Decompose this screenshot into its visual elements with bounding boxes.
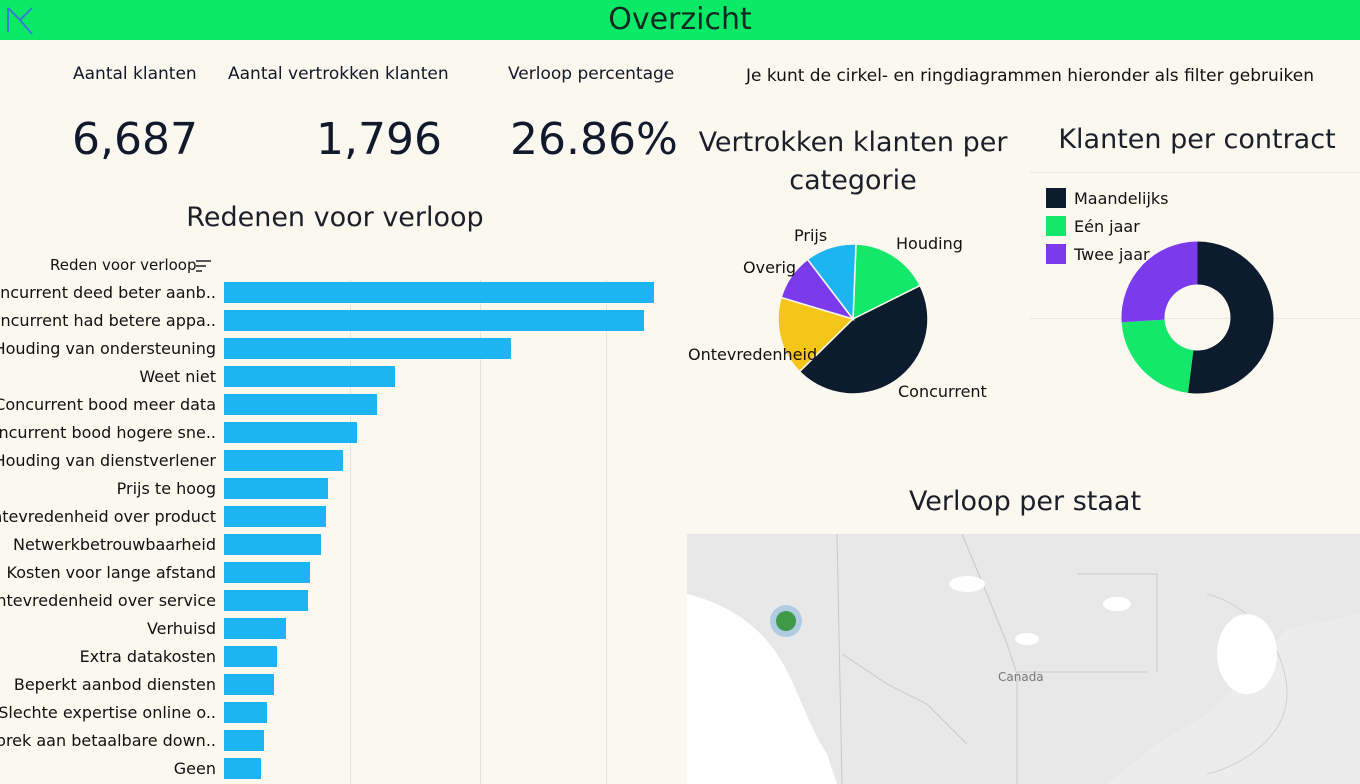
bar-label: Netwerkbetrouwbaarheid	[12, 535, 216, 554]
contract-legend: Maandelijks Eén jaar Twee jaar	[1046, 184, 1169, 268]
reasons-axis-title: Reden voor verloop	[50, 256, 197, 274]
logo-icon[interactable]	[2, 2, 38, 38]
pie-label-prijs: Prijs	[794, 226, 828, 245]
bar-label: Prijs te hoog	[116, 479, 216, 498]
bar-label: Concurrent bood hogere sne..	[0, 423, 216, 442]
bar-label: Gebrek aan betaalbare down..	[0, 731, 216, 750]
bar[interactable]	[224, 646, 277, 667]
bar-label: Houding van dienstverlener	[0, 451, 216, 470]
legend-swatch	[1046, 244, 1066, 264]
bar[interactable]	[224, 310, 645, 331]
bar-label: Slechte expertise online o..	[0, 703, 216, 722]
legend-item[interactable]: Maandelijks	[1046, 184, 1169, 212]
category-pie-title-line1: Vertrokken klanten per	[698, 127, 1008, 158]
category-pie-title: Vertrokken klanten per categorie	[690, 124, 1016, 200]
bar[interactable]	[224, 730, 265, 751]
bar[interactable]	[224, 506, 327, 527]
gridline	[480, 280, 481, 784]
bar[interactable]	[224, 674, 274, 695]
sort-icon[interactable]	[196, 259, 212, 273]
pie-label-overig: Overig	[743, 258, 797, 277]
bar[interactable]	[224, 562, 310, 583]
bar-label: Extra datakosten	[79, 647, 216, 666]
legend-item[interactable]: Twee jaar	[1046, 240, 1169, 268]
contract-donut-chart[interactable]	[1120, 240, 1275, 395]
legend-swatch	[1046, 188, 1066, 208]
bar-label: Geen	[173, 759, 216, 778]
bar[interactable]	[224, 394, 378, 415]
bar[interactable]	[224, 702, 267, 723]
pie-slice-concurrent[interactable]	[798, 284, 929, 395]
kpi-value-customers: 6,687	[72, 114, 198, 165]
legend-label: Maandelijks	[1074, 188, 1169, 208]
header-bar: Overzicht	[0, 0, 1360, 40]
divider	[1030, 318, 1360, 319]
bar-label: Ontevredenheid over product	[0, 507, 216, 526]
map-country-label: Canada	[998, 670, 1044, 684]
divider	[1030, 172, 1360, 173]
reasons-chart-title: Redenen voor verloop	[186, 202, 484, 233]
donut-slice[interactable]	[1187, 241, 1274, 394]
churn-map[interactable]	[687, 534, 1360, 784]
kpi-label-churned: Aantal vertrokken klanten	[228, 64, 449, 84]
legend-swatch	[1046, 216, 1066, 236]
bar[interactable]	[224, 450, 343, 471]
bar-label: Verhuisd	[146, 619, 216, 638]
bar-label: Concurrent bood meer data	[0, 395, 216, 414]
legend-label: Eén jaar	[1074, 216, 1140, 236]
gridline	[350, 280, 351, 784]
gridline	[606, 280, 607, 784]
kpi-label-customers: Aantal klanten	[73, 64, 197, 84]
pie-slice-houding[interactable]	[852, 243, 922, 321]
kpi-value-churn-rate: 26.86%	[510, 114, 678, 165]
bar[interactable]	[224, 422, 357, 443]
bar-label: Kosten voor lange afstand	[6, 563, 217, 582]
legend-label: Twee jaar	[1074, 244, 1150, 264]
bar-label: Beperkt aanbod diensten	[13, 675, 216, 694]
category-pie-chart[interactable]	[770, 236, 936, 402]
pie-label-ontevredenheid: Ontevredenheid	[688, 345, 818, 364]
bar[interactable]	[224, 618, 287, 639]
bar[interactable]	[224, 478, 328, 499]
kpi-label-churn-rate: Verloop percentage	[508, 64, 675, 84]
bar-label: Houding van ondersteuning	[0, 339, 216, 358]
category-pie-title-line2: categorie	[789, 165, 917, 196]
pie-slice-ontevredenheid[interactable]	[777, 296, 855, 373]
pie-slice-prijs[interactable]	[806, 243, 857, 322]
donut-slice[interactable]	[1121, 241, 1198, 323]
page-title: Overzicht	[608, 2, 752, 37]
pie-label-concurrent: Concurrent	[898, 382, 987, 401]
pie-label-houding: Houding	[896, 234, 963, 253]
bar-label: Concurrent had betere appa..	[0, 311, 216, 330]
bar-label: Weet niet	[139, 367, 216, 386]
legend-item[interactable]: Eén jaar	[1046, 212, 1169, 240]
bar[interactable]	[224, 338, 512, 359]
bar-label: Ontevredenheid over service	[0, 591, 216, 610]
bar[interactable]	[224, 534, 321, 555]
reasons-bar-chart: Reden voor verloop Concurrent deed beter…	[0, 250, 690, 784]
bar[interactable]	[224, 590, 309, 611]
bar[interactable]	[224, 758, 262, 779]
donut-slice[interactable]	[1121, 319, 1194, 393]
bar[interactable]	[224, 282, 654, 303]
filter-instruction: Je kunt de cirkel- en ringdiagrammen hie…	[745, 66, 1315, 86]
map-point-marker[interactable]	[776, 611, 796, 631]
bar[interactable]	[224, 366, 396, 387]
map-title: Verloop per staat	[908, 486, 1142, 517]
kpi-value-churned: 1,796	[316, 114, 442, 165]
map-background	[687, 534, 1360, 784]
contract-donut-title: Klanten per contract	[1058, 124, 1336, 155]
bar-label: Concurrent deed beter aanb..	[0, 283, 216, 302]
